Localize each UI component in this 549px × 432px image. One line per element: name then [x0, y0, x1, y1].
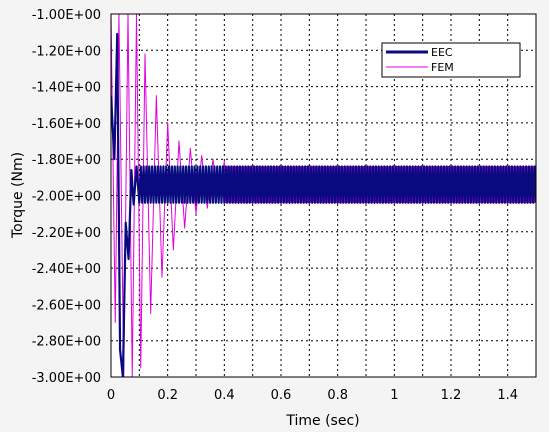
plot-frame [110, 13, 537, 378]
y-axis-label: Torque (Nm) [10, 152, 26, 239]
legend-label-eec: EEC [431, 46, 453, 59]
y-tick-label: -1.80E+00 [32, 153, 101, 168]
series-layer [111, 14, 536, 377]
x-tick-label: 1.2 [441, 388, 462, 403]
y-tick-label: -1.20E+00 [32, 44, 101, 59]
series-line-eec [111, 32, 536, 377]
x-tick-label: 1 [390, 388, 398, 403]
y-tick-label: -2.20E+00 [32, 226, 101, 241]
y-tick-label: -2.00E+00 [32, 190, 101, 205]
x-tick-label: 0.6 [271, 388, 292, 403]
x-axis-label: Time (sec) [285, 413, 359, 429]
y-tick-label: -2.40E+00 [32, 262, 101, 277]
tick-labels: 0 0.2 0.4 0.6 0.8 1 1.2 1.4 -1.00E+00 -1.20E+00 -1… [32, 8, 518, 403]
x-tick-label: 0.8 [327, 388, 348, 403]
y-tick-label: -2.80E+00 [32, 335, 101, 350]
y-tick-label: -1.40E+00 [32, 81, 101, 96]
x-tick-label: 1.4 [497, 388, 518, 403]
x-tick-label: 0 [107, 388, 115, 403]
legend: EEC FEM [381, 42, 521, 78]
y-tick-label: -1.60E+00 [32, 117, 101, 132]
legend-box [381, 42, 521, 78]
y-tick-label: -1.00E+00 [32, 8, 101, 23]
y-tick-label: -2.60E+00 [32, 298, 101, 313]
x-tick-label: 0.2 [157, 388, 178, 403]
y-tick-label: -3.00E+00 [32, 371, 101, 386]
legend-label-fem: FEM [431, 61, 454, 74]
x-tick-label: 0.4 [214, 388, 235, 403]
